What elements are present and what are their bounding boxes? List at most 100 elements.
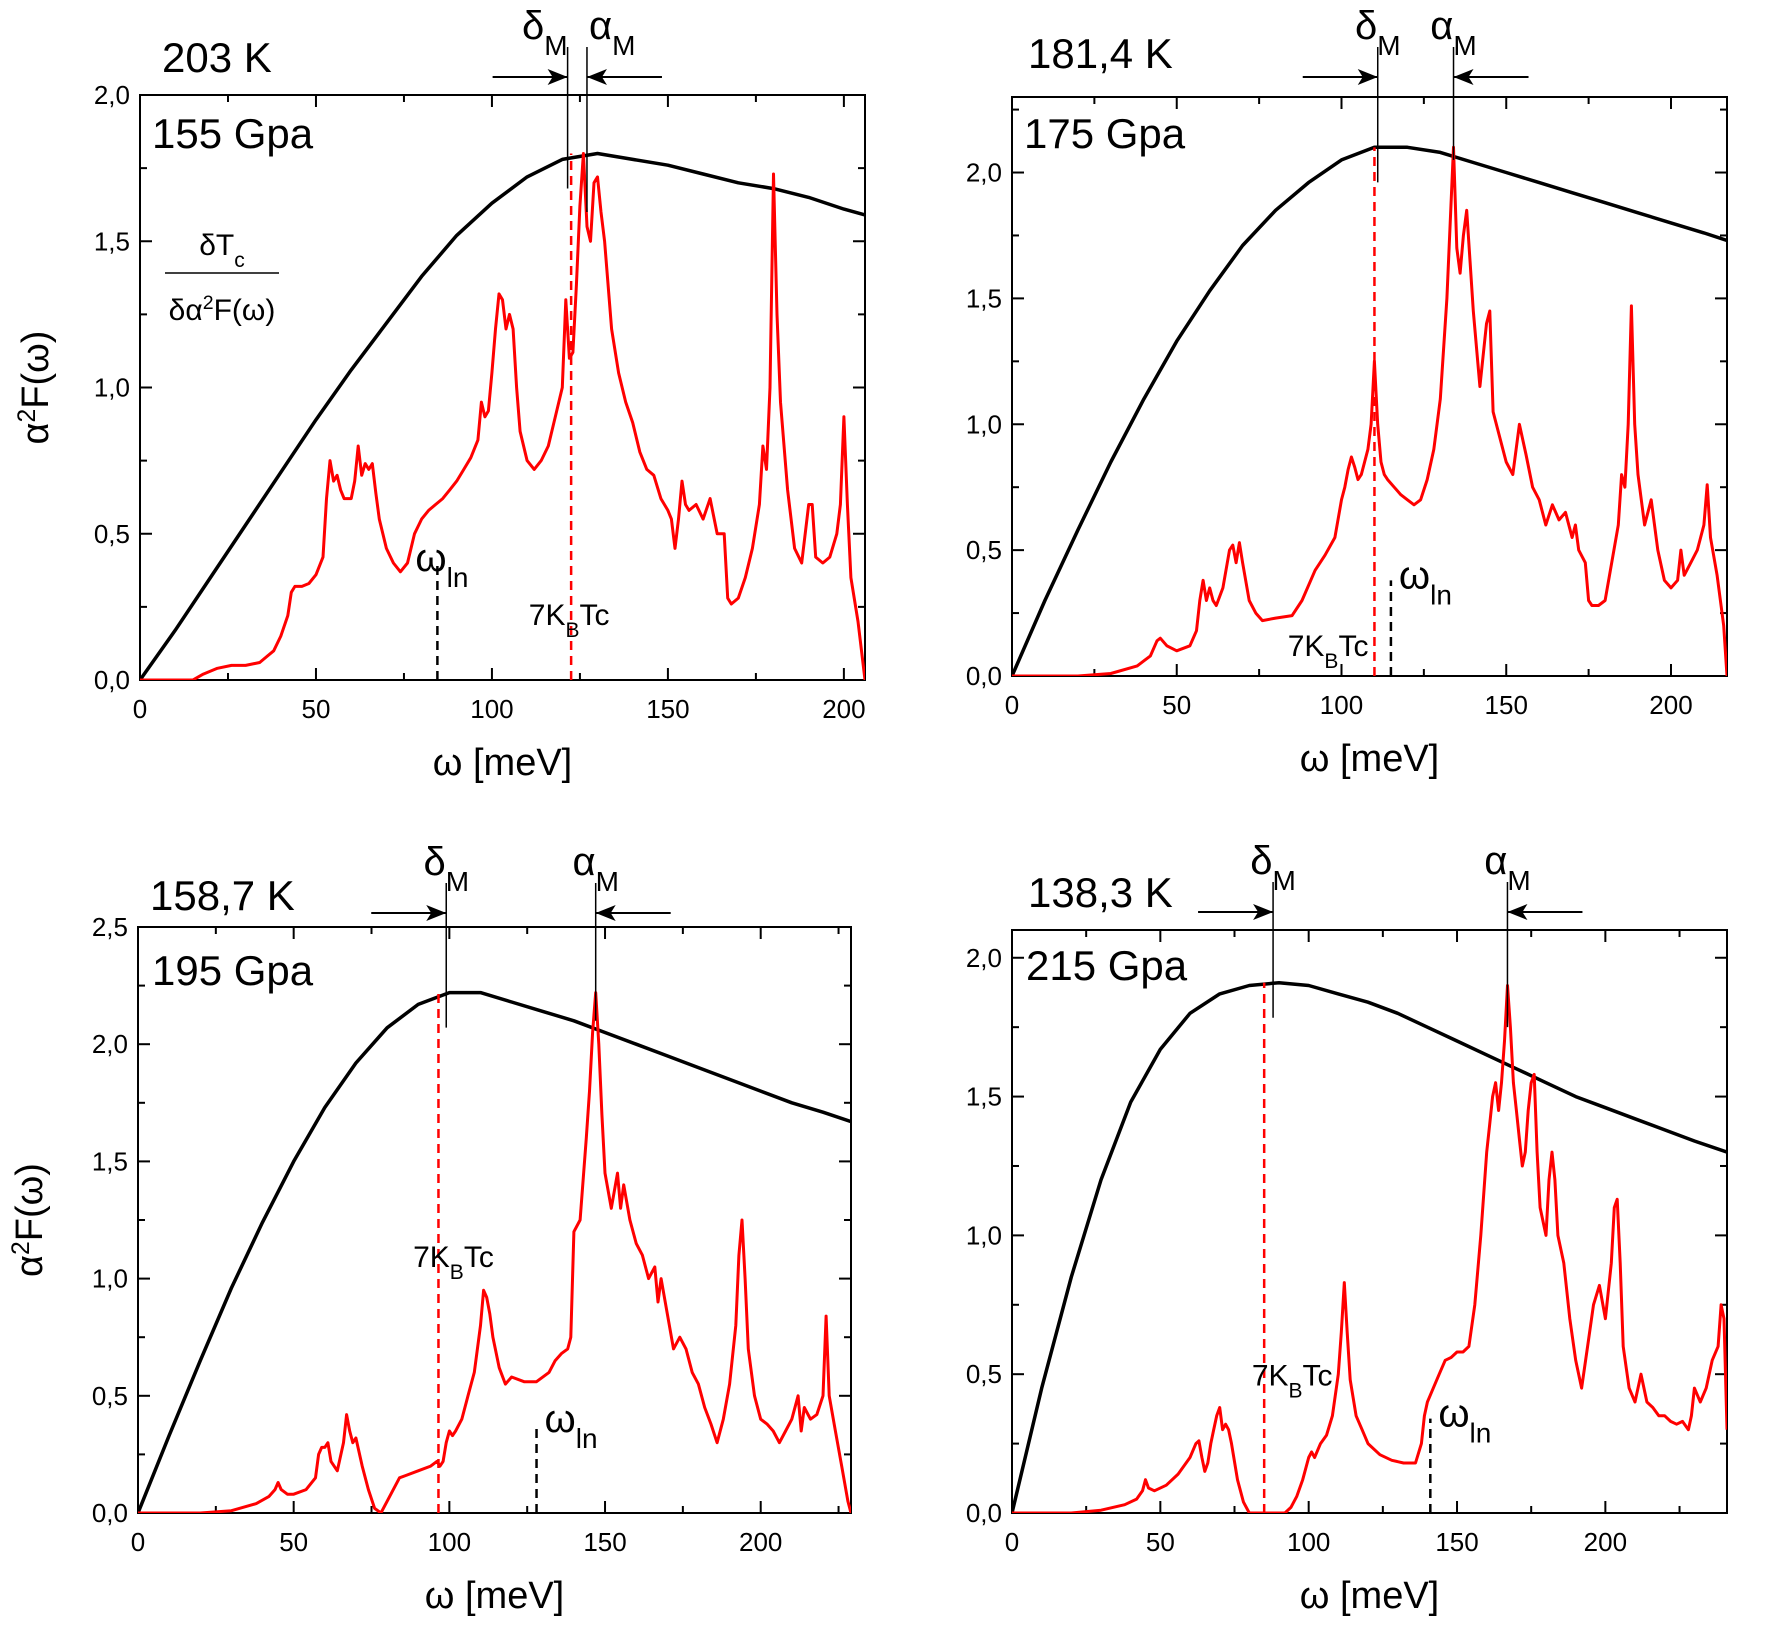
- y-tick-label: 1,5: [92, 1146, 128, 1176]
- alpha-m-arrow-head: [586, 69, 607, 85]
- x-tick-label: 200: [822, 694, 865, 724]
- temperature-label: 203 K: [162, 34, 272, 81]
- y-tick-label: 1,0: [966, 1220, 1002, 1250]
- x-tick-label: 150: [1485, 690, 1528, 720]
- eliashberg-curve: [140, 152, 865, 680]
- omega-ln-label: ωln: [415, 536, 468, 593]
- derivative-curve: [1012, 145, 1727, 676]
- eliashberg-curve: [138, 991, 851, 1513]
- temperature-label: 138,3 K: [1028, 869, 1173, 916]
- x-tick-label: 200: [1649, 690, 1692, 720]
- y-tick-label: 0,0: [94, 665, 130, 695]
- x-tick-label: 50: [1146, 1527, 1175, 1557]
- plot-area: [1012, 145, 1727, 676]
- x-axis-label: ω [meV]: [433, 742, 572, 784]
- x-tick-label: 200: [1584, 1527, 1627, 1557]
- y-axis-label: α2F(ω): [8, 1163, 52, 1277]
- x-tick-label: 0: [133, 694, 147, 724]
- x-tick-label: 150: [1435, 1527, 1478, 1557]
- y-tick-label: 1,0: [94, 373, 130, 403]
- pressure-label: 215 Gpa: [1026, 942, 1188, 989]
- pressure-label: 195 Gpa: [152, 947, 314, 994]
- y-tick-label: 2,0: [966, 158, 1002, 188]
- y-tick-label: 0,0: [966, 661, 1002, 691]
- y-tick-label: 1,5: [94, 226, 130, 256]
- x-tick-label: 100: [1287, 1527, 1330, 1557]
- derivative-curve: [138, 990, 851, 1513]
- temperature-label: 158,7 K: [150, 872, 295, 919]
- pressure-label: 155 Gpa: [152, 110, 314, 157]
- eliashberg-curve: [1012, 984, 1727, 1513]
- plot-area: [140, 151, 865, 680]
- legend-numerator: δTc: [199, 229, 245, 272]
- seven-kbtc-label: 7KBTc: [413, 1241, 494, 1284]
- alpha-m-label: αM: [572, 840, 618, 897]
- y-tick-label: 1,5: [966, 283, 1002, 313]
- x-axis-label: ω [meV]: [1300, 738, 1439, 780]
- plot-frame: [139, 94, 866, 681]
- x-tick-label: 50: [1162, 690, 1191, 720]
- chart-panel-2: 0 50 100 150 200 0,0 0,5 1,0 1,5 2,0 ω [meV] 181,4 …: [966, 4, 1728, 780]
- omega-ln-label: ωln: [1399, 553, 1452, 610]
- derivative-curve: [140, 151, 865, 680]
- y-tick-label: 2,0: [94, 80, 130, 110]
- delta-m-label: δM: [1355, 4, 1401, 61]
- chart-panel-3: 0 50 100 150 200 0,0 0,5 1,0 1,5 2,0 2,5 ω [meV] α2F…: [8, 840, 852, 1617]
- delta-m-arrow-head: [426, 905, 447, 921]
- alpha-m-arrow-head: [595, 905, 616, 921]
- y-tick-label: 0,5: [966, 1359, 1002, 1389]
- delta-m-label: δM: [423, 840, 469, 897]
- seven-kbtc-label: 7KBTc: [529, 599, 610, 642]
- eliashberg-curve: [1012, 145, 1727, 676]
- plot-frame: [137, 926, 852, 1514]
- y-tick-label: 0,0: [966, 1498, 1002, 1528]
- chart-panel-4: 0 50 100 150 200 0,0 0,5 1,0 1,5 2,0 ω [meV] 138,3 …: [966, 839, 1728, 1617]
- delta-m-arrow-head: [547, 69, 568, 85]
- temperature-label: 181,4 K: [1028, 30, 1173, 77]
- y-tick-label: 0,5: [966, 535, 1002, 565]
- delta-m-label: δM: [1250, 839, 1296, 896]
- delta-m-arrow-head: [1357, 69, 1378, 85]
- derivative-curve: [1012, 980, 1727, 1513]
- x-tick-label: 100: [428, 1527, 471, 1557]
- alpha-m-arrow-head: [1453, 69, 1474, 85]
- plot-area: [138, 990, 851, 1513]
- legend-denominator: δα2F(ω): [169, 292, 276, 327]
- y-tick-label: 1,0: [966, 409, 1002, 439]
- alpha-m-label: αM: [1430, 4, 1476, 61]
- x-axis-label: ω [meV]: [425, 1575, 564, 1617]
- y-tick-label: 2,0: [966, 943, 1002, 973]
- x-tick-label: 150: [583, 1527, 626, 1557]
- x-tick-label: 200: [739, 1527, 782, 1557]
- y-tick-label: 0,0: [92, 1498, 128, 1528]
- x-tick-label: 100: [1320, 690, 1363, 720]
- delta-m-arrow-head: [1253, 904, 1274, 920]
- plot-frame: [1011, 96, 1728, 677]
- x-tick-label: 50: [279, 1527, 308, 1557]
- x-tick-label: 150: [646, 694, 689, 724]
- omega-ln-label: ωln: [1438, 1392, 1491, 1449]
- alpha-m-label: αM: [1484, 839, 1530, 896]
- delta-m-label: δM: [522, 4, 568, 61]
- y-tick-label: 2,0: [92, 1029, 128, 1059]
- x-tick-label: 0: [1005, 690, 1019, 720]
- seven-kbtc-label: 7KBTc: [1252, 1359, 1333, 1402]
- alpha-m-label: αM: [589, 4, 635, 61]
- y-tick-label: 0,5: [92, 1381, 128, 1411]
- y-tick-label: 1,0: [92, 1264, 128, 1294]
- y-tick-label: 0,5: [94, 519, 130, 549]
- y-axis-label: α2F(ω): [14, 331, 58, 445]
- y-tick-label: 2,5: [92, 912, 128, 942]
- y-tick-label: 1,5: [966, 1082, 1002, 1112]
- x-tick-label: 0: [1005, 1527, 1019, 1557]
- x-tick-label: 100: [470, 694, 513, 724]
- omega-ln-label: ωln: [545, 1397, 598, 1454]
- plot-area: [1012, 980, 1727, 1513]
- pressure-label: 175 Gpa: [1024, 110, 1186, 157]
- alpha-m-arrow-head: [1507, 904, 1528, 920]
- x-axis-label: ω [meV]: [1300, 1575, 1439, 1617]
- plot-frame: [1011, 929, 1728, 1514]
- seven-kbtc-label: 7KBTc: [1288, 630, 1369, 673]
- x-tick-label: 0: [131, 1527, 145, 1557]
